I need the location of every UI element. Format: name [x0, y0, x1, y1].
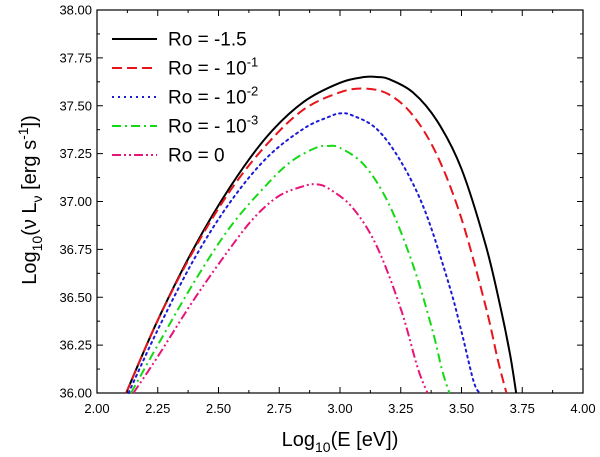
legend-label-3: Ro = - 10-2 — [168, 84, 258, 109]
x-tick-label: 4.00 — [570, 401, 595, 416]
series-line-1 — [125, 75, 518, 394]
y-tick-label: 37.50 — [59, 98, 92, 113]
legend-label-1: Ro = -1.5 — [168, 30, 247, 51]
y-tick-label: 36.75 — [59, 242, 92, 257]
y-tick-label: 36.00 — [59, 386, 92, 401]
y-tick-label: 37.75 — [59, 50, 92, 65]
y-tick-label: 37.25 — [59, 146, 92, 161]
y-tick-label: 38.00 — [59, 3, 92, 18]
y-tick-label: 36.50 — [59, 290, 92, 305]
legend-label-5: Ro = 0 — [168, 146, 225, 167]
x-tick-label: 3.50 — [449, 401, 474, 416]
legend: Ro = -1.5 Ro = - 10-1 Ro = - 10-2 Ro = - 10… — [112, 30, 258, 167]
x-tick-label: 2.25 — [145, 401, 170, 416]
x-tick-label: 2.00 — [84, 401, 109, 416]
x-tick-label: 3.00 — [327, 401, 352, 416]
x-tick-label: 2.75 — [267, 401, 292, 416]
x-tick-label: 3.25 — [388, 401, 413, 416]
series-layer — [125, 75, 518, 394]
y-tick-label: 36.25 — [59, 338, 92, 353]
series-line-3 — [127, 112, 481, 394]
ticks-layer: 2.00 2.25 2.50 2.75 3.00 3.25 3.50 3.75 4.00 36.0… — [59, 3, 595, 417]
series-line-4 — [130, 144, 451, 394]
y-axis-title: Log10(ν Lν [erg s-1]) — [15, 115, 45, 285]
x-axis-title: Log10(E [eV]) — [282, 429, 399, 455]
x-tick-label: 2.50 — [206, 401, 231, 416]
legend-label-2: Ro = - 10-1 — [168, 55, 258, 80]
legend-label-4: Ro = - 10-3 — [168, 113, 258, 138]
x-tick-label: 3.75 — [510, 401, 535, 416]
series-line-2 — [125, 87, 508, 394]
series-line-5 — [132, 183, 429, 394]
y-tick-label: 37.00 — [59, 194, 92, 209]
